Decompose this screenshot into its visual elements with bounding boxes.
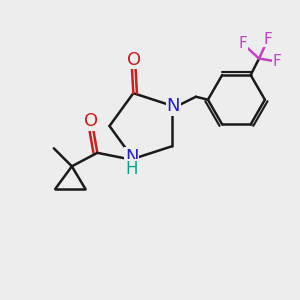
Text: O: O <box>127 51 141 69</box>
Text: H: H <box>126 160 138 178</box>
Text: F: F <box>238 36 247 51</box>
Text: F: F <box>264 32 272 46</box>
Text: N: N <box>125 148 139 166</box>
Text: N: N <box>167 97 180 115</box>
Text: O: O <box>84 112 98 130</box>
Text: F: F <box>273 54 281 69</box>
